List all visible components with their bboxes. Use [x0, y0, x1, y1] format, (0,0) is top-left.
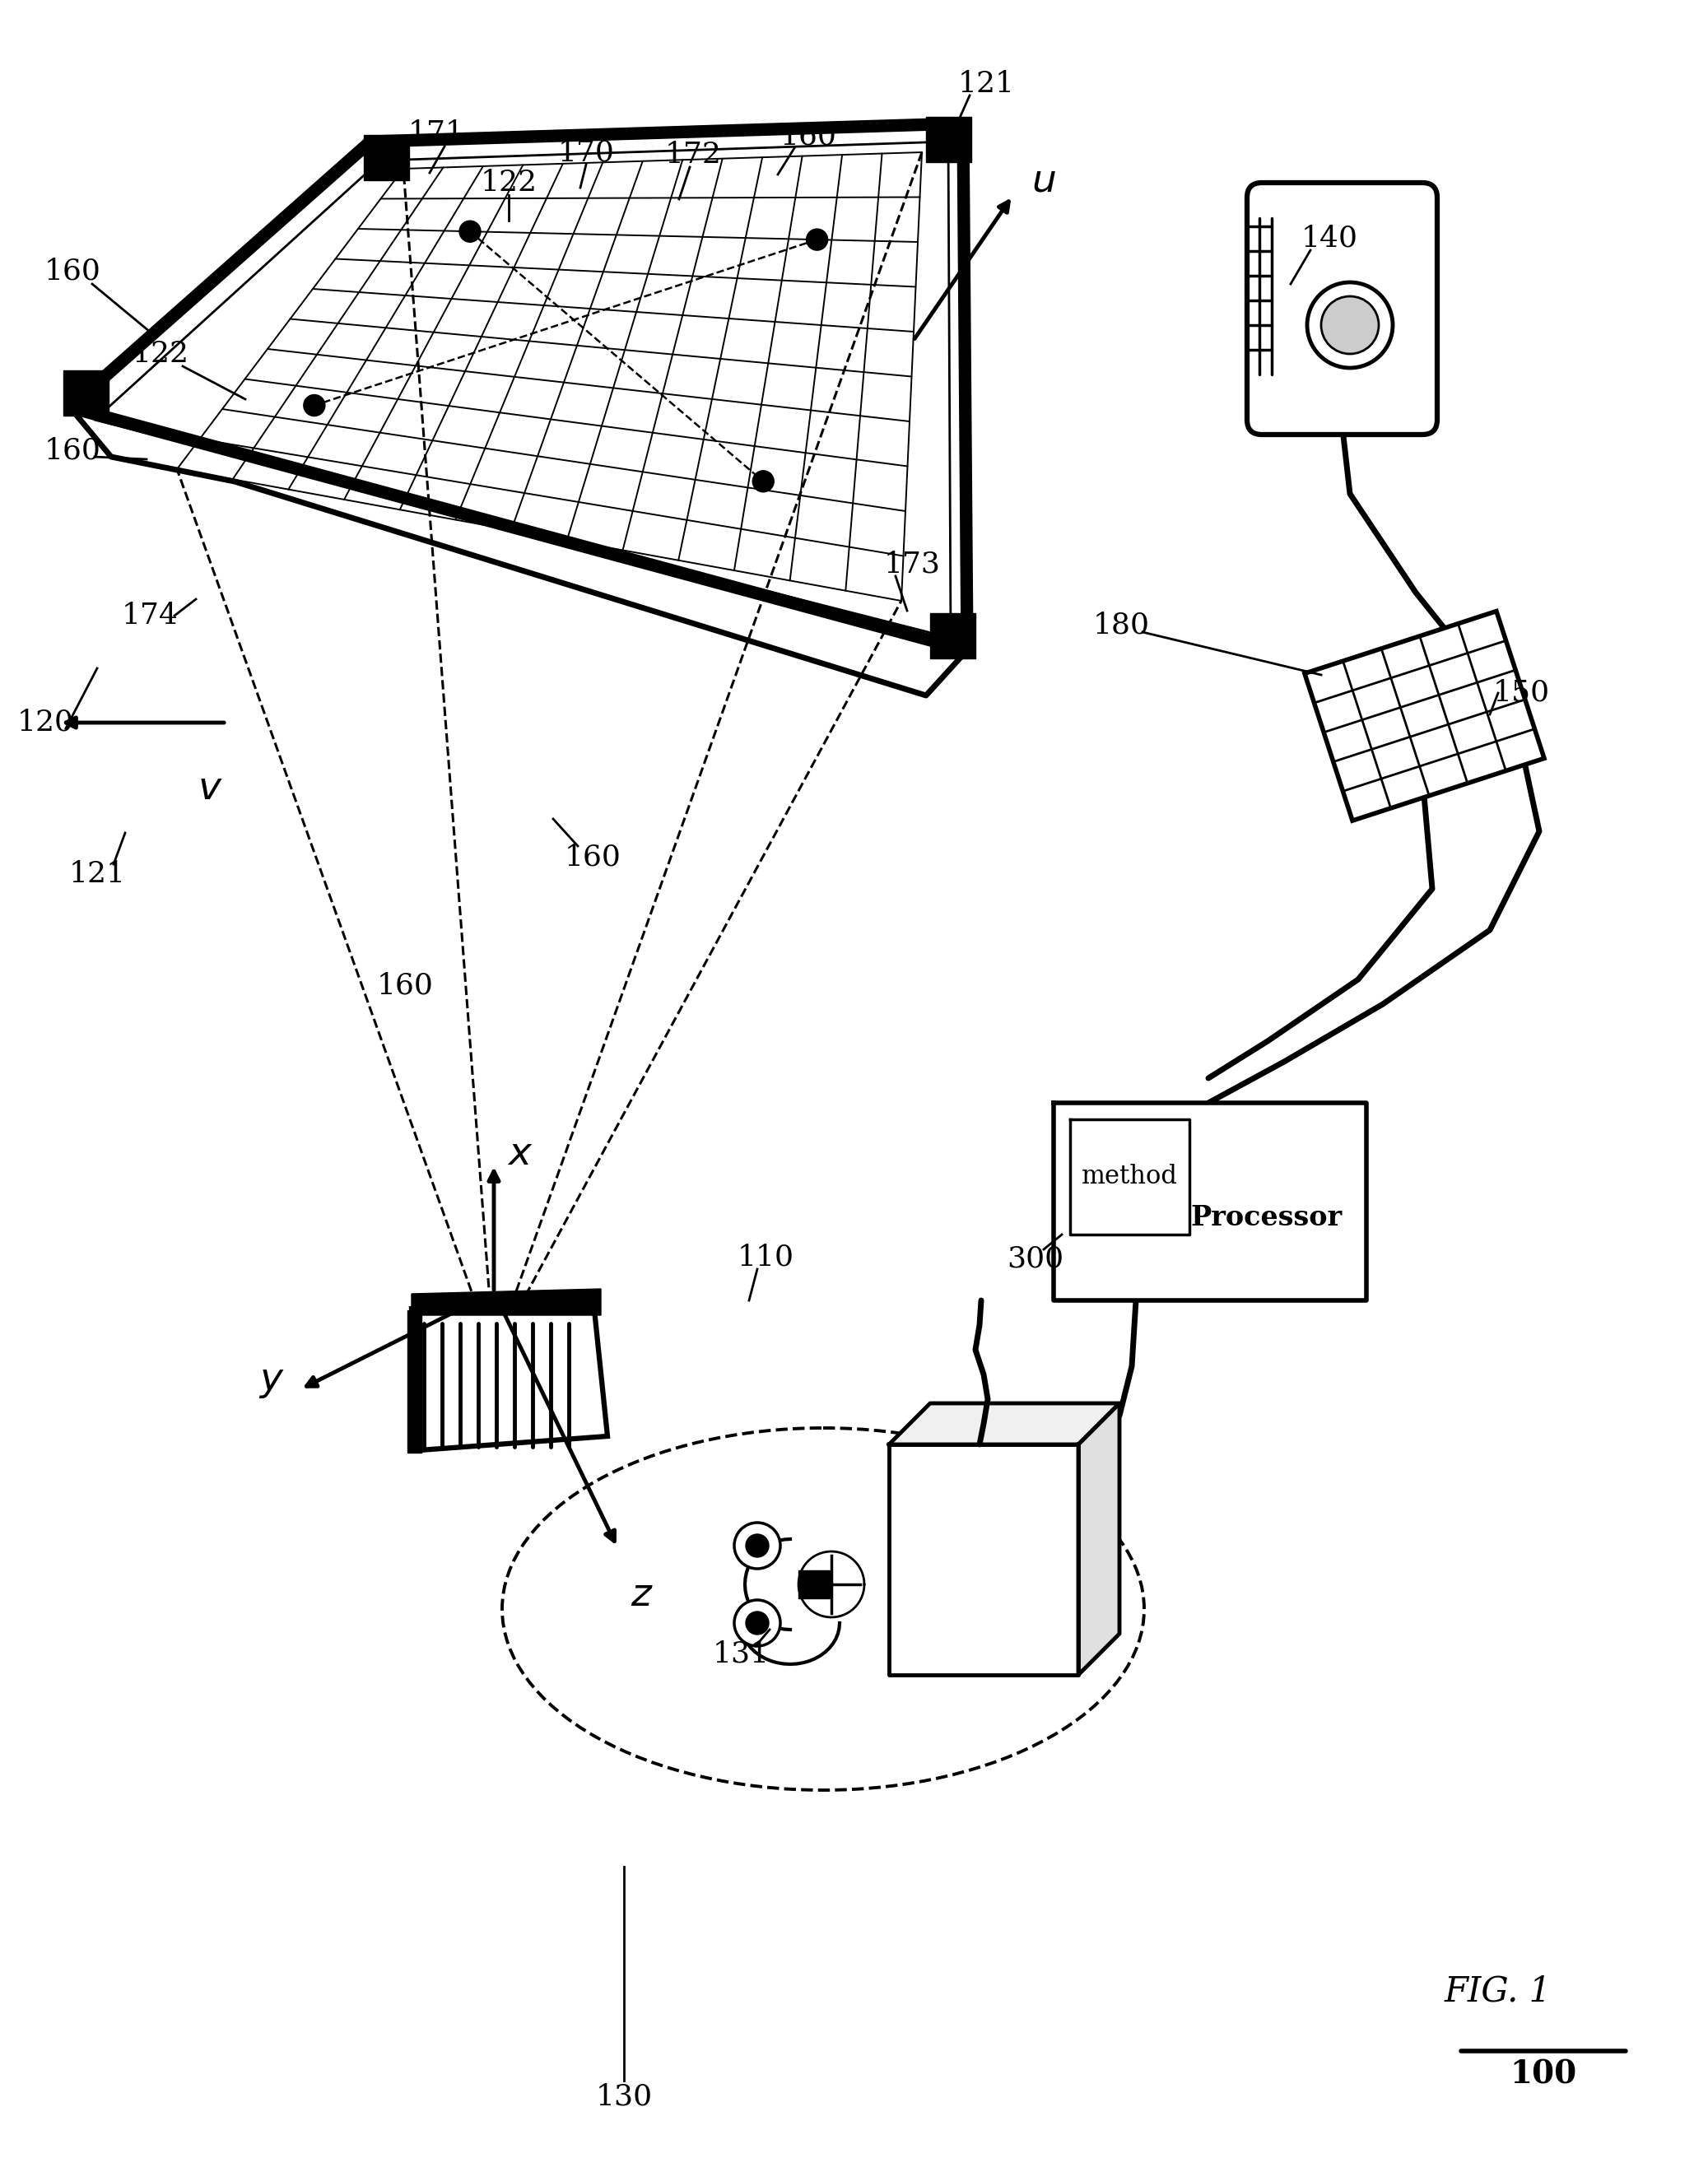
Circle shape	[459, 222, 480, 241]
Text: 100: 100	[1510, 2059, 1576, 2089]
Text: 160: 160	[377, 973, 434, 999]
Text: $v$: $v$	[198, 769, 222, 808]
Circle shape	[746, 1533, 769, 1557]
Circle shape	[1320, 295, 1378, 354]
Text: 160: 160	[564, 843, 622, 871]
Text: 150: 150	[1493, 680, 1549, 708]
Circle shape	[1307, 282, 1392, 367]
Polygon shape	[412, 1288, 601, 1316]
Text: 140: 140	[1301, 224, 1358, 252]
Text: 120: 120	[17, 708, 73, 736]
Circle shape	[304, 395, 325, 417]
Polygon shape	[1305, 610, 1544, 821]
Text: 130: 130	[596, 2083, 652, 2111]
Polygon shape	[888, 1444, 1078, 1675]
Polygon shape	[1078, 1403, 1119, 1675]
Text: 160: 160	[781, 122, 837, 150]
Circle shape	[746, 1612, 769, 1636]
Polygon shape	[364, 135, 410, 180]
Text: 121: 121	[958, 70, 1015, 98]
Polygon shape	[70, 124, 967, 649]
Polygon shape	[931, 613, 975, 658]
Text: 122: 122	[132, 339, 190, 367]
Text: 170: 170	[559, 139, 615, 167]
Text: 160: 160	[44, 437, 101, 465]
Circle shape	[734, 1601, 781, 1646]
Text: 110: 110	[738, 1245, 794, 1271]
Text: 172: 172	[664, 141, 721, 169]
Text: 173: 173	[883, 550, 941, 578]
Polygon shape	[1054, 1103, 1366, 1301]
Text: 174: 174	[121, 602, 178, 630]
Text: method: method	[1081, 1164, 1177, 1190]
Polygon shape	[1071, 1119, 1189, 1234]
Polygon shape	[888, 1403, 1119, 1444]
Circle shape	[753, 471, 774, 493]
Text: FIG. 1: FIG. 1	[1445, 1974, 1551, 2009]
Text: 180: 180	[1093, 613, 1149, 639]
FancyBboxPatch shape	[1247, 182, 1436, 434]
Circle shape	[806, 228, 828, 250]
Circle shape	[734, 1523, 781, 1568]
Text: Processor: Processor	[1190, 1203, 1342, 1232]
Polygon shape	[926, 117, 972, 163]
Polygon shape	[412, 1295, 608, 1451]
Text: 160: 160	[44, 258, 101, 285]
Polygon shape	[798, 1570, 830, 1599]
Text: 300: 300	[1008, 1245, 1064, 1273]
Text: 131: 131	[712, 1640, 769, 1668]
Polygon shape	[63, 371, 109, 415]
Text: $u$: $u$	[1032, 163, 1056, 200]
Text: $y$: $y$	[258, 1362, 285, 1399]
Polygon shape	[408, 1310, 422, 1453]
Text: 122: 122	[480, 169, 536, 198]
Text: $z$: $z$	[630, 1577, 654, 1614]
Text: 121: 121	[68, 860, 125, 888]
Text: $x$: $x$	[507, 1136, 533, 1173]
Text: 171: 171	[408, 119, 465, 148]
